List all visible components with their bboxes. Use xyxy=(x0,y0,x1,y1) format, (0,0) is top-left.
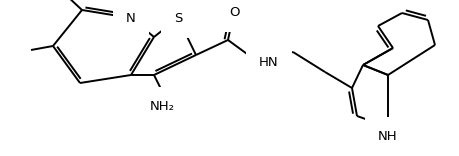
Text: HN: HN xyxy=(259,56,279,68)
Text: O: O xyxy=(229,5,239,19)
Text: S: S xyxy=(174,12,182,24)
Text: N: N xyxy=(126,12,136,24)
Text: NH₂: NH₂ xyxy=(150,100,174,113)
Text: NH: NH xyxy=(378,130,398,143)
